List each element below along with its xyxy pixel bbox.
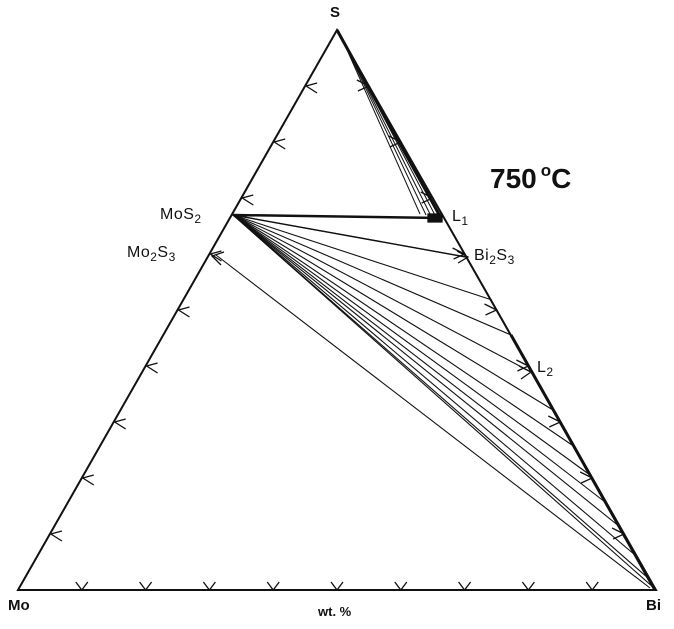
bottom-edge-tick	[330, 581, 344, 592]
tie-line	[232, 214, 621, 528]
left-edge-tick	[81, 474, 95, 486]
phase-label-mos2: MoS2	[160, 206, 202, 226]
left-edge-tick	[304, 82, 318, 94]
bi2s3-subscript-1: 2	[489, 253, 497, 267]
bi2s3-subscript-2: 3	[507, 253, 515, 267]
left-edge-tick	[113, 418, 127, 430]
vertex-label-mo: Mo	[8, 597, 30, 614]
l1-marker	[427, 213, 443, 223]
left-edge-tick	[208, 250, 222, 262]
triangle-frame	[16, 27, 658, 591]
bottom-edge-tick	[585, 581, 599, 592]
bottom-edge-tick	[202, 581, 216, 592]
right-edge-tick	[611, 527, 626, 540]
mos2-subscript: 2	[194, 212, 202, 226]
mo2s3-subscript-1: 2	[150, 250, 158, 264]
right-edge-tick	[356, 79, 371, 92]
left-edge-tick	[240, 194, 254, 206]
tie-line	[232, 214, 655, 589]
right-edge-tick	[388, 135, 403, 148]
triangle-outline	[16, 27, 658, 591]
right-edge-tick	[579, 471, 594, 484]
tie-line-mos2-bi2s3	[232, 214, 467, 258]
temperature-value: 750	[490, 163, 537, 194]
sulfur-tie-line	[339, 33, 421, 215]
tie-line	[232, 214, 573, 446]
bottom-edge-tick	[75, 581, 89, 592]
mo2s3-arrow	[210, 251, 225, 266]
tie-line	[232, 214, 512, 336]
tie-line	[232, 214, 591, 476]
left-edge-tick	[176, 306, 190, 318]
right-edge-tick	[484, 303, 499, 316]
bi2s3-arrow	[456, 250, 470, 264]
tie-line	[232, 214, 554, 411]
l1-subscript: 1	[461, 214, 469, 228]
phase-label-bi2s3: Bi2S3	[474, 247, 515, 267]
tie-line	[232, 214, 606, 503]
phase-label-l2: L2	[537, 359, 554, 379]
degree-symbol: o	[540, 161, 552, 180]
phase-label-mo2s3: Mo2S3	[127, 244, 176, 264]
temperature-label: 750 oC	[490, 162, 572, 194]
right-edge-tick	[516, 359, 530, 372]
bi2s3-text-a: Bi	[474, 247, 490, 264]
liquidus-l2-bi	[509, 334, 657, 591]
tie-line	[232, 214, 532, 373]
bottom-edge-tick	[266, 581, 280, 592]
tie-line	[232, 214, 493, 301]
temperature-unit: C	[551, 163, 572, 194]
bottom-edge-ticks	[75, 581, 599, 592]
phase-point-markers	[210, 79, 626, 540]
tie-lines-from-mos2	[232, 214, 655, 589]
phase-boundary-lines	[215, 29, 657, 591]
bottom-edge-tick	[139, 581, 153, 592]
phase-label-l1: L1	[452, 208, 469, 228]
right-edge-tick	[420, 191, 435, 204]
liquidus-s-l1	[335, 29, 443, 219]
mo2s3-text-b: S	[157, 244, 169, 261]
left-edge-tick	[49, 530, 63, 542]
right-edge-tick	[452, 247, 467, 260]
bottom-edge-tick	[394, 581, 408, 592]
left-edge-tick	[272, 138, 286, 150]
tie-line	[232, 214, 636, 556]
right-edge-tick	[548, 415, 562, 428]
vertex-label-bi: Bi	[646, 597, 661, 614]
mo2s3-subscript-2: 3	[168, 250, 176, 264]
left-edge-ticks	[49, 82, 318, 542]
l2-text: L	[537, 359, 547, 376]
l2-subscript: 2	[546, 365, 554, 379]
left-edge-tick	[145, 362, 158, 374]
mos2-text: MoS	[160, 206, 195, 223]
bottom-edge-tick	[458, 581, 472, 592]
tie-line-mos2-l1	[232, 213, 442, 220]
bottom-edge-tick	[521, 581, 535, 592]
axis-unit-label: wt. %	[318, 604, 352, 619]
tie-line	[232, 214, 649, 579]
tie-line-mo2s3-bi	[215, 254, 651, 589]
l1-text: L	[452, 208, 462, 225]
bi2s3-text-b: S	[496, 247, 508, 264]
vertex-label-s: S	[330, 4, 341, 21]
mo2s3-text-a: Mo	[127, 244, 151, 261]
